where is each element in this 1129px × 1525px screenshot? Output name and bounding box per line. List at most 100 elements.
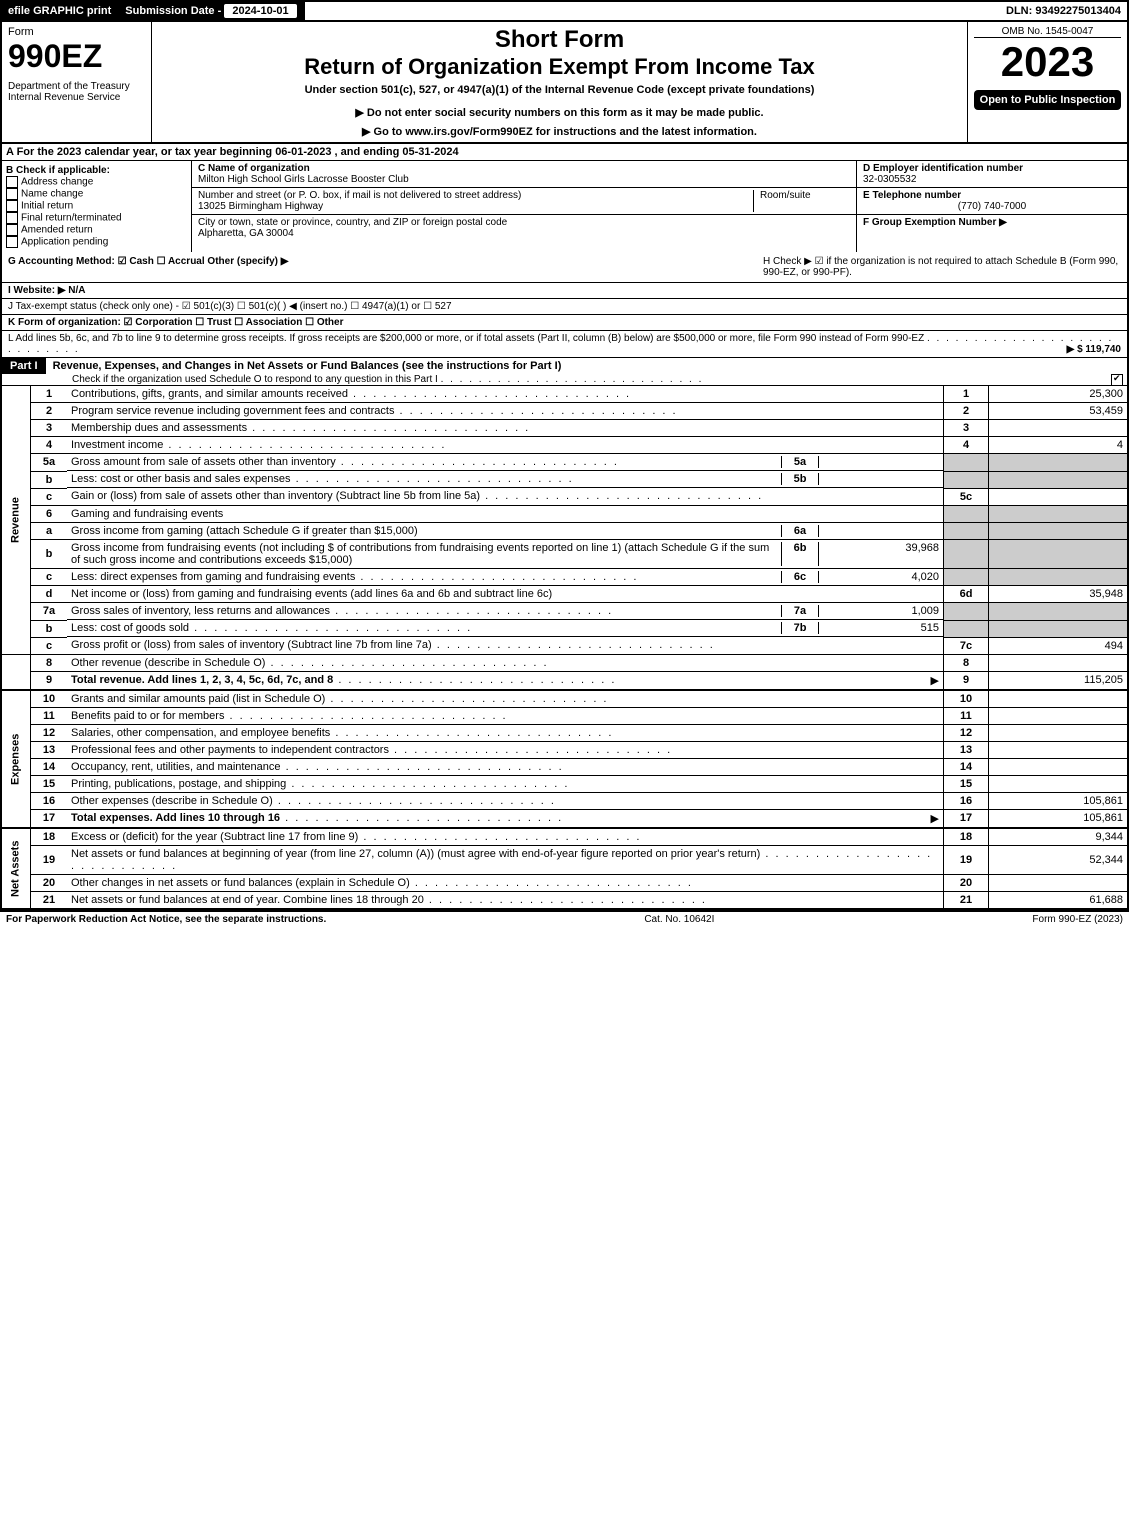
footer-right: Form 990-EZ (2023) bbox=[1032, 914, 1123, 925]
l5a-grey-val bbox=[989, 454, 1129, 472]
part1-label: Part I bbox=[2, 358, 46, 374]
l9-desc: Total revenue. Add lines 1, 2, 3, 4, 5c,… bbox=[71, 674, 333, 686]
l5b-sub: 5b bbox=[781, 473, 819, 485]
l6c-sub: 6c bbox=[781, 571, 819, 583]
l5b-subval bbox=[819, 473, 939, 485]
l6b-desc: Gross income from fundraising events (no… bbox=[71, 542, 781, 566]
l7b-grey-val bbox=[989, 620, 1129, 637]
l1-num: 1 bbox=[31, 386, 68, 403]
l10-val bbox=[989, 690, 1129, 708]
row-j: J Tax-exempt status (check only one) - ☑… bbox=[0, 299, 1129, 315]
l6c-grey-val bbox=[989, 569, 1129, 586]
form-number: 990EZ bbox=[8, 38, 145, 75]
under-section: Under section 501(c), 527, or 4947(a)(1)… bbox=[158, 84, 961, 96]
row-i: I Website: ▶ N/A bbox=[0, 283, 1129, 299]
l4-box: 4 bbox=[944, 437, 989, 454]
org-name-label: C Name of organization bbox=[198, 163, 850, 174]
sub-date-label: Submission Date - bbox=[125, 5, 224, 17]
l5c-num: c bbox=[31, 488, 68, 505]
cb-name-change: Name change bbox=[21, 189, 83, 200]
l11-num: 11 bbox=[31, 707, 68, 724]
l2-box: 2 bbox=[944, 403, 989, 420]
l7a-desc: Gross sales of inventory, less returns a… bbox=[71, 605, 330, 617]
group-label: F Group Exemption Number ▶ bbox=[863, 217, 1121, 228]
l5b-grey-val bbox=[989, 471, 1129, 488]
l20-desc: Other changes in net assets or fund bala… bbox=[71, 877, 410, 889]
l6c-desc: Less: direct expenses from gaming and fu… bbox=[71, 571, 355, 583]
l16-desc: Other expenses (describe in Schedule O) bbox=[71, 795, 273, 807]
return-title: Return of Organization Exempt From Incom… bbox=[158, 54, 961, 80]
l10-desc: Grants and similar amounts paid (list in… bbox=[71, 693, 325, 705]
dept-label: Department of the Treasury Internal Reve… bbox=[8, 81, 145, 103]
l19-desc: Net assets or fund balances at beginning… bbox=[71, 848, 760, 860]
l7a-grey bbox=[944, 603, 989, 621]
org-name: Milton High School Girls Lacrosse Booste… bbox=[198, 174, 850, 185]
section-def: D Employer identification number 32-0305… bbox=[857, 161, 1127, 252]
l4-desc: Investment income bbox=[71, 439, 163, 451]
l6c-grey bbox=[944, 569, 989, 586]
cb-app-pending: Application pending bbox=[21, 237, 108, 248]
info-grid: B Check if applicable: Address change Na… bbox=[0, 161, 1129, 252]
l19-box: 19 bbox=[944, 845, 989, 874]
l17-num: 17 bbox=[31, 809, 68, 828]
l6-num: 6 bbox=[31, 505, 68, 522]
l13-num: 13 bbox=[31, 741, 68, 758]
footer-center: Cat. No. 10642I bbox=[644, 914, 714, 925]
l6-grey-val bbox=[989, 505, 1129, 522]
l20-box: 20 bbox=[944, 874, 989, 891]
l5b-desc: Less: cost or other basis and sales expe… bbox=[71, 473, 291, 485]
l11-box: 11 bbox=[944, 707, 989, 724]
l1-box: 1 bbox=[944, 386, 989, 403]
l18-num: 18 bbox=[31, 828, 68, 846]
l14-num: 14 bbox=[31, 758, 68, 775]
inspection-box: Open to Public Inspection bbox=[974, 90, 1121, 110]
l18-val: 9,344 bbox=[989, 828, 1129, 846]
dln: DLN: 93492275013404 bbox=[1000, 2, 1127, 20]
sub-date-value: 2024-10-01 bbox=[224, 4, 296, 18]
l7c-box: 7c bbox=[944, 637, 989, 654]
row-a-calendar-year: A For the 2023 calendar year, or tax yea… bbox=[0, 144, 1129, 161]
row-k: K Form of organization: ☑ Corporation ☐ … bbox=[0, 315, 1129, 331]
l7a-sub: 7a bbox=[781, 605, 819, 617]
l10-box: 10 bbox=[944, 690, 989, 708]
efile-label: efile GRAPHIC print bbox=[2, 2, 119, 20]
l8-val bbox=[989, 654, 1129, 671]
l6a-sub: 6a bbox=[781, 525, 819, 537]
l12-num: 12 bbox=[31, 724, 68, 741]
top-bar: efile GRAPHIC print Submission Date - 20… bbox=[0, 0, 1129, 22]
l5a-desc: Gross amount from sale of assets other t… bbox=[71, 456, 336, 468]
l7a-grey-val bbox=[989, 603, 1129, 621]
l6d-box: 6d bbox=[944, 586, 989, 603]
section-b: B Check if applicable: Address change Na… bbox=[2, 161, 192, 252]
l6a-subval bbox=[819, 525, 939, 537]
l5b-grey bbox=[944, 471, 989, 488]
l21-val: 61,688 bbox=[989, 891, 1129, 909]
l15-box: 15 bbox=[944, 775, 989, 792]
l5a-sub: 5a bbox=[781, 456, 819, 468]
l4-val: 4 bbox=[989, 437, 1129, 454]
l14-box: 14 bbox=[944, 758, 989, 775]
part1-check-text: Check if the organization used Schedule … bbox=[72, 374, 438, 385]
city-value: Alpharetta, GA 30004 bbox=[198, 228, 850, 239]
l13-desc: Professional fees and other payments to … bbox=[71, 744, 389, 756]
l12-desc: Salaries, other compensation, and employ… bbox=[71, 727, 330, 739]
l16-num: 16 bbox=[31, 792, 68, 809]
part1-title: Revenue, Expenses, and Changes in Net As… bbox=[49, 358, 566, 374]
tel-value: (770) 740-7000 bbox=[863, 201, 1121, 212]
l5a-subval bbox=[819, 456, 939, 468]
l7b-sub: 7b bbox=[781, 622, 819, 634]
l9-arrow: ▶ bbox=[931, 674, 939, 687]
l7c-val: 494 bbox=[989, 637, 1129, 654]
section-c: C Name of organization Milton High Schoo… bbox=[192, 161, 857, 252]
ein-value: 32-0305532 bbox=[863, 174, 1121, 185]
l6d-desc: Net income or (loss) from gaming and fun… bbox=[71, 588, 552, 600]
cb-address-change: Address change bbox=[21, 177, 93, 188]
side-expenses: Expenses bbox=[1, 690, 31, 828]
side-netassets: Net Assets bbox=[1, 828, 31, 909]
side-revenue: Revenue bbox=[1, 386, 31, 654]
form-label: Form bbox=[8, 26, 145, 38]
tax-year: 2023 bbox=[974, 38, 1121, 86]
do-not-enter: ▶ Do not enter social security numbers o… bbox=[158, 106, 961, 119]
l3-val bbox=[989, 420, 1129, 437]
l2-val: 53,459 bbox=[989, 403, 1129, 420]
